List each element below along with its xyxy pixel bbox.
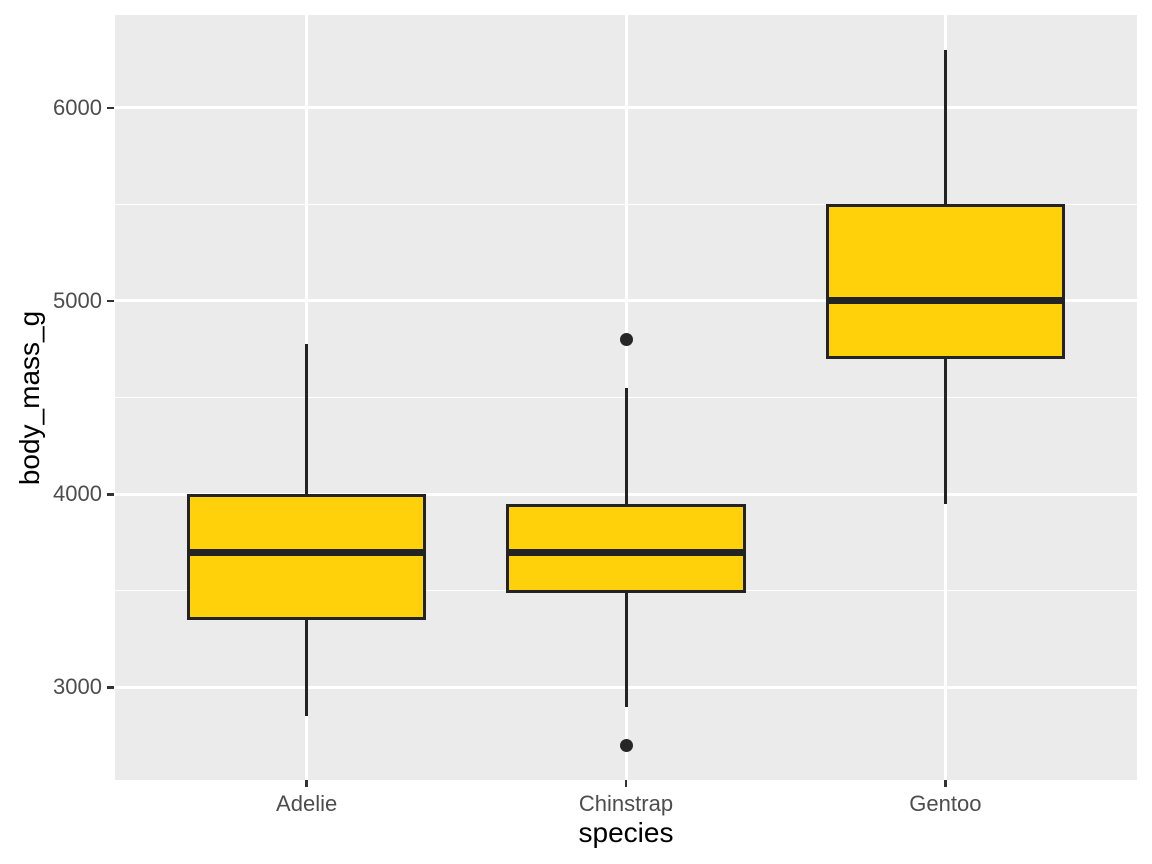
y-tick-label: 5000 [53, 287, 102, 313]
lower-whisker [624, 593, 628, 707]
x-tick-label: Adelie [276, 791, 338, 816]
y-tick-label: 4000 [53, 481, 102, 507]
x-tick-mark [624, 780, 628, 787]
upper-whisker [624, 387, 628, 504]
outlier-point [619, 333, 633, 347]
box-adelie [186, 494, 427, 620]
median-line [506, 548, 746, 556]
box-gentoo [825, 204, 1066, 359]
upper-whisker [943, 49, 947, 205]
x-tick-mark [305, 780, 308, 787]
y-tick-label: 3000 [53, 674, 102, 700]
box-chinstrap [506, 503, 746, 594]
x-tick-mark [944, 780, 947, 787]
plot-panel [115, 15, 1137, 780]
lower-whisker [305, 619, 309, 717]
upper-whisker [305, 344, 309, 495]
y-tick-label: 6000 [53, 94, 102, 120]
x-tick-label: Gentoo [909, 791, 982, 816]
y-tick-mark [107, 106, 114, 110]
y-tick-mark [107, 686, 114, 689]
median-line [186, 548, 427, 556]
x-tick-label: Chinstrap [578, 791, 674, 816]
outlier-point [619, 738, 633, 752]
y-tick-mark [107, 493, 114, 496]
lower-whisker [943, 358, 947, 504]
median-line [825, 297, 1066, 305]
y-tick-mark [107, 299, 114, 303]
x-axis-title: species [578, 817, 674, 848]
